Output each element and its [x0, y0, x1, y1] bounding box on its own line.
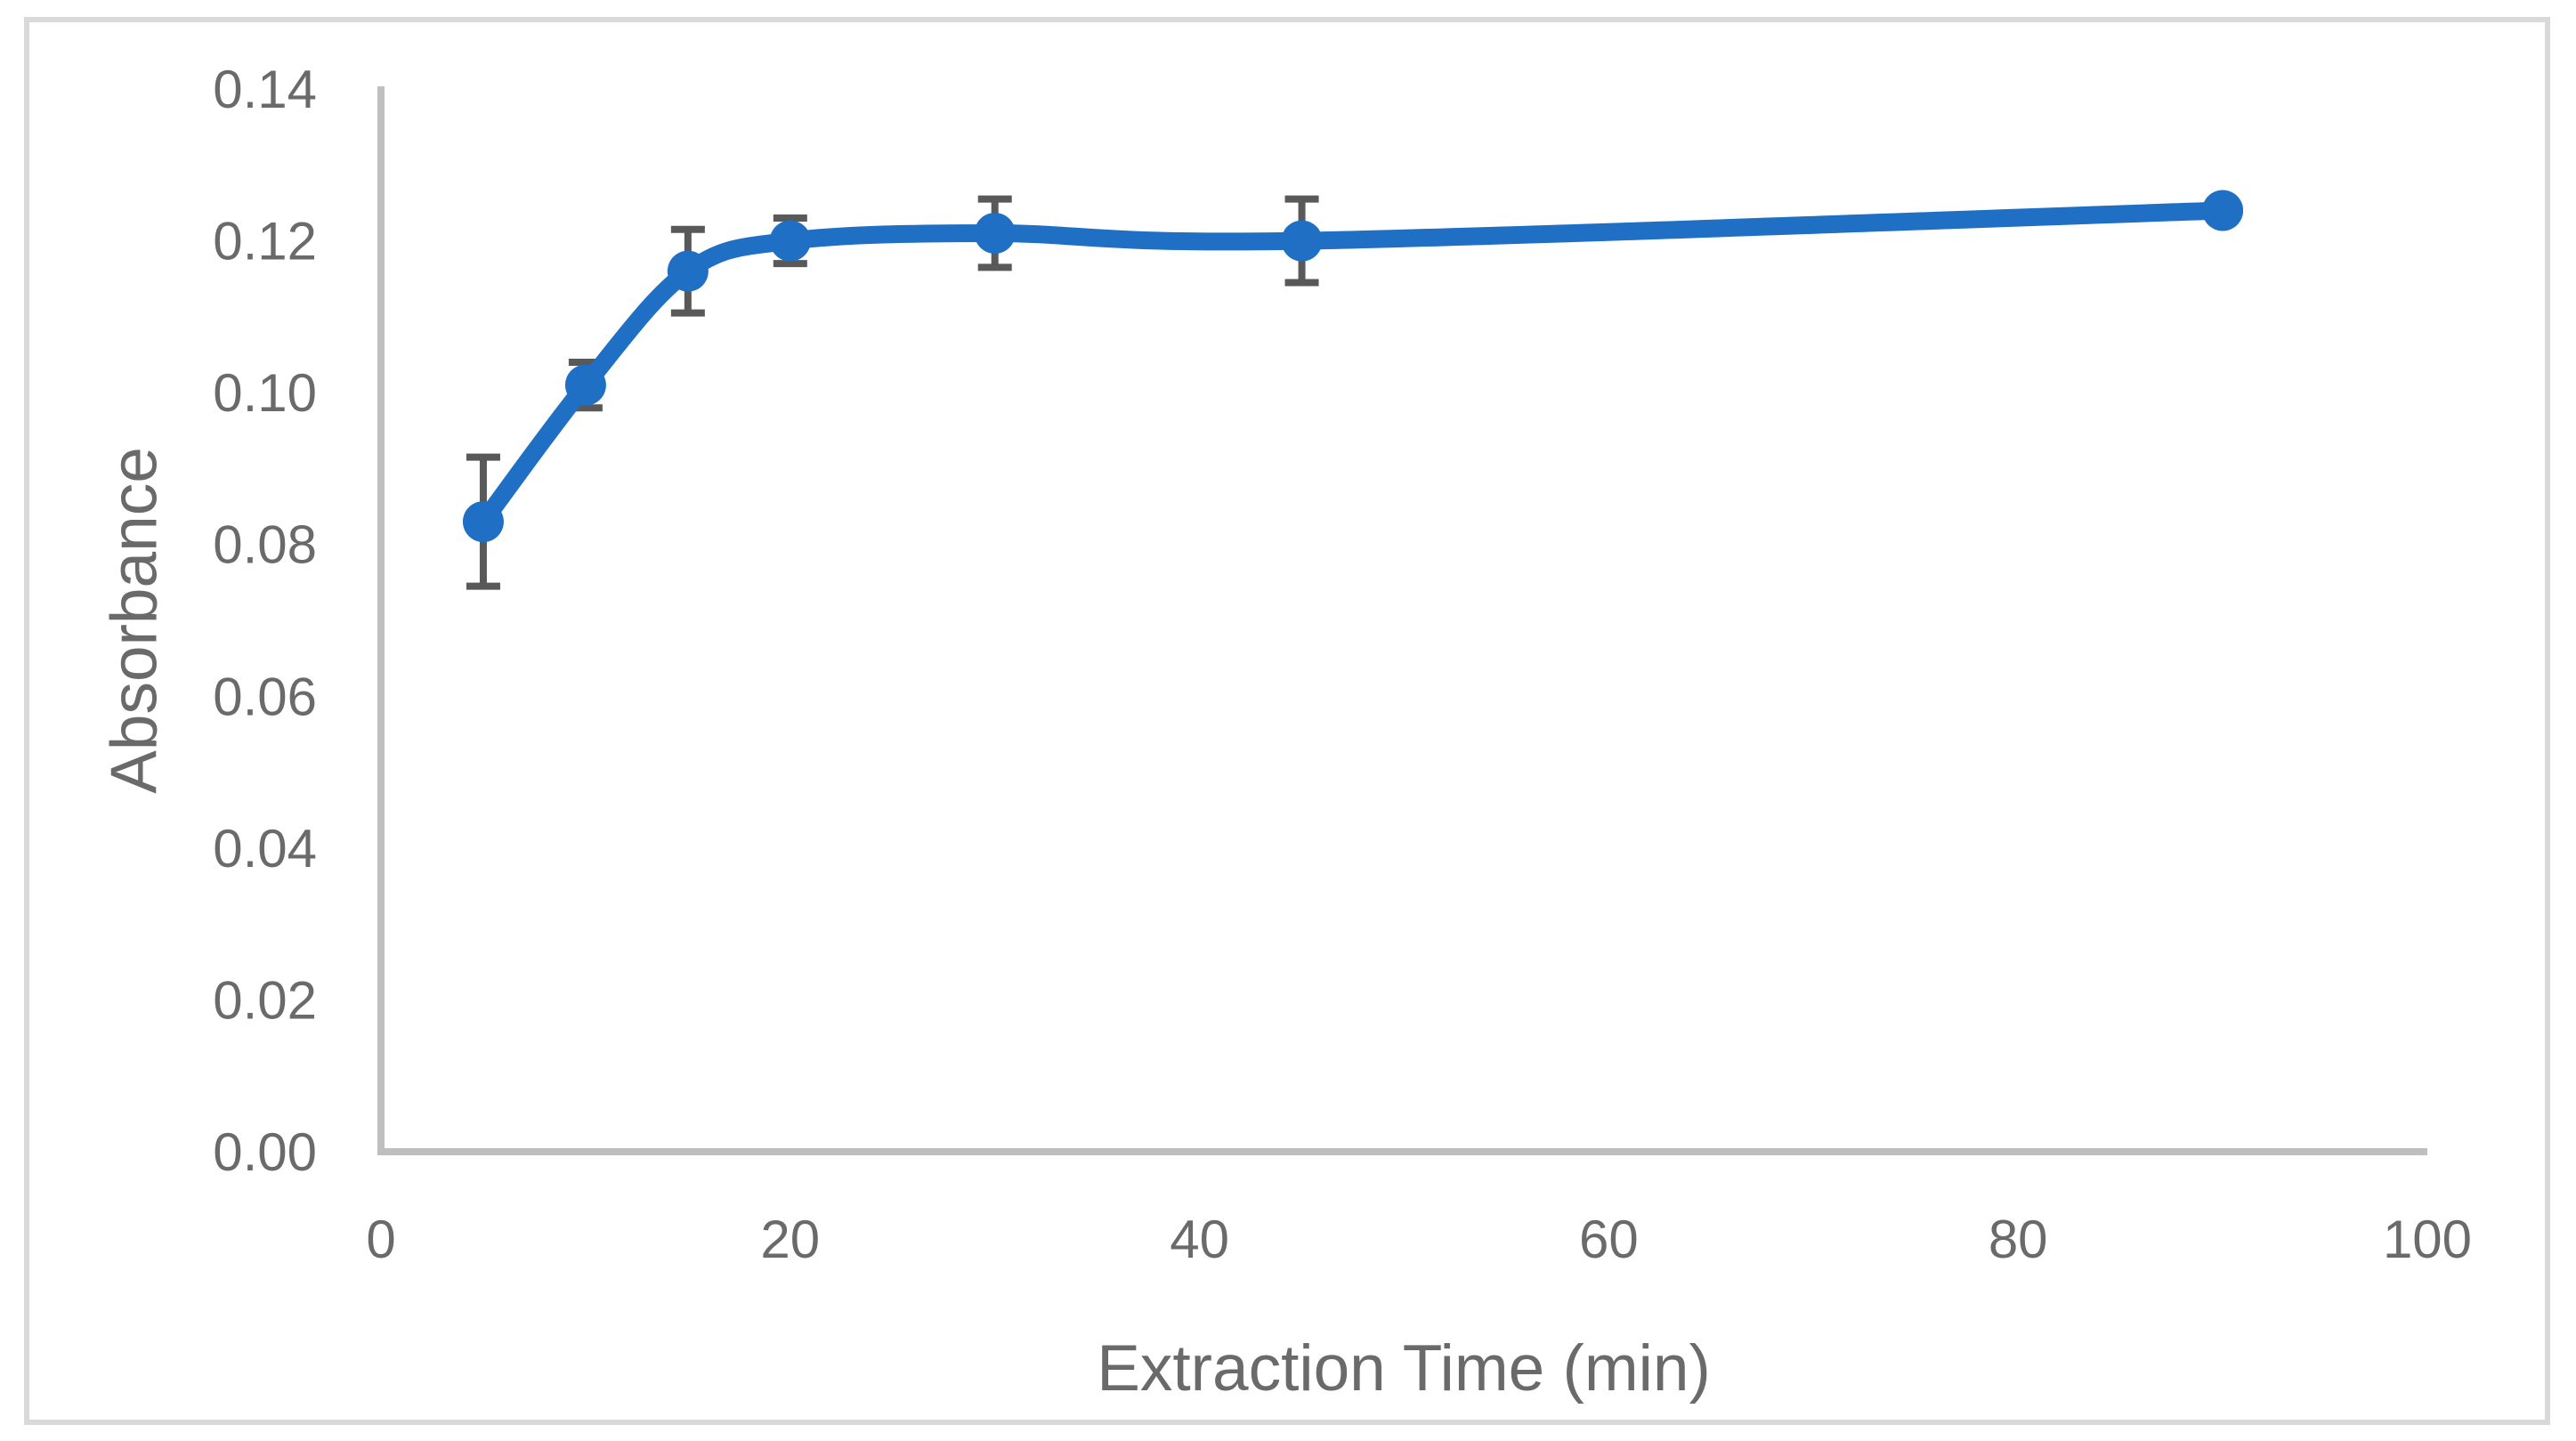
y-tick-label: 0.00: [213, 1122, 317, 1182]
data-point-marker: [974, 213, 1016, 255]
x-tick-label: 80: [1989, 1210, 2048, 1269]
x-tick-label: 60: [1579, 1210, 1639, 1269]
x-tick-label: 40: [1170, 1210, 1229, 1269]
absorbance-series: [462, 190, 2244, 590]
figure-border: [24, 17, 2550, 1425]
y-tick-label: 0.14: [213, 60, 317, 119]
data-point-marker: [564, 364, 606, 406]
x-tick-label: 100: [2383, 1210, 2472, 1269]
y-tick-label: 0.10: [213, 363, 317, 423]
axes-layer: 0 20 40 60 80 100 0.00 0.02 0.04 0.06 0.08 0.10 0.12…: [213, 60, 2472, 1269]
data-point-marker: [462, 501, 504, 543]
series-line: [474, 201, 2232, 531]
data-point-marker: [1281, 220, 1323, 262]
y-axis-title: Absorbance: [99, 447, 171, 794]
data-point-marker: [667, 250, 709, 292]
y-tick-label: 0.02: [213, 970, 317, 1030]
data-point-marker: [769, 220, 811, 262]
data-point-marker: [2202, 190, 2244, 231]
x-tick-label: 0: [366, 1210, 395, 1269]
y-tick-label: 0.06: [213, 667, 317, 726]
y-tick-label: 0.08: [213, 515, 317, 575]
x-axis-title: Extraction Time (min): [1097, 1332, 1711, 1405]
y-tick-label: 0.04: [213, 819, 317, 878]
y-tick-label: 0.12: [213, 212, 317, 271]
x-tick-label: 20: [760, 1210, 820, 1269]
